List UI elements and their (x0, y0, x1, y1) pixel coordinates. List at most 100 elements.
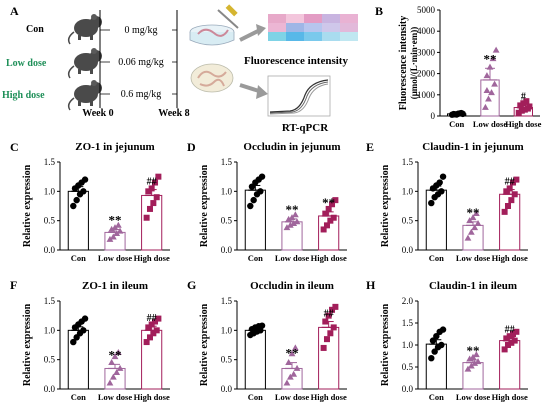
data-point (438, 341, 445, 349)
data-point (501, 346, 508, 353)
y-tick-label: 0.5 (402, 362, 414, 372)
x-tick-label: Low dose (98, 392, 132, 402)
data-point (329, 306, 336, 313)
y-tick-label: 0.5 (221, 216, 233, 226)
data-point (143, 214, 150, 221)
data-point (330, 324, 337, 331)
y-tick-label: 0.0 (221, 384, 233, 394)
data-point (504, 342, 511, 348)
data-point (109, 233, 117, 240)
data-point (433, 333, 440, 340)
x-tick-label: Low dose (98, 253, 132, 263)
data-point (517, 102, 524, 109)
group-label-high: High dose (2, 90, 45, 101)
data-point (513, 176, 520, 183)
data-point (332, 303, 339, 310)
data-point (320, 344, 327, 351)
panel-letter: A (10, 4, 19, 18)
data-point (150, 330, 157, 337)
heatmap-cell (304, 32, 322, 41)
y-tick-label: 2.0 (402, 296, 414, 306)
chart-panel-e: E Claudin-1 in jejunum 0.0 0.5 1.0 1.5 Relativ… (366, 140, 528, 263)
y-tick-label: 4000 (417, 26, 436, 36)
data-point (506, 185, 513, 192)
data-point (483, 86, 491, 93)
dose-con: 0 mg/kg (124, 25, 157, 36)
y-axis-label: Relative expression (199, 164, 210, 247)
significance-label: ## (505, 177, 515, 188)
heatmap-cell (340, 23, 358, 32)
data-point (322, 318, 329, 325)
data-point (146, 205, 153, 212)
data-point (143, 339, 150, 346)
x-tick-label: High dose (311, 253, 347, 263)
panel-letter: H (366, 278, 376, 292)
data-point (106, 235, 114, 242)
data-point (429, 337, 437, 344)
heatmap-cell (322, 32, 340, 41)
data-point (503, 188, 510, 195)
y-tick-label: 0 (431, 111, 436, 121)
data-point (510, 179, 517, 186)
tissue-dish-icon (189, 4, 239, 46)
data-point (325, 205, 332, 212)
data-point (111, 353, 119, 360)
fluorescence-label: Fluorescence intensity (244, 55, 348, 67)
data-point (439, 326, 447, 333)
data-point (329, 201, 336, 208)
data-point (285, 215, 293, 222)
panel-letter: G (187, 278, 196, 292)
y-tick-label: 0.0 (402, 245, 414, 255)
data-point (80, 188, 87, 195)
significance-label: ## (147, 313, 157, 324)
data-point (152, 179, 159, 186)
data-point (513, 328, 520, 335)
x-tick-label: Low dose (275, 253, 309, 263)
data-point (290, 370, 298, 377)
heatmap-cell (286, 14, 304, 23)
data-point (474, 358, 482, 365)
y-tick-label: 0.0 (44, 384, 56, 394)
data-point (332, 197, 339, 204)
x-tick-label: Con (71, 253, 86, 263)
y-axis-label: Relative expression (199, 303, 210, 386)
data-point (247, 202, 254, 210)
y-axis-label: (μmol/(L·min·em)) (409, 27, 419, 100)
significance-label: ## (147, 177, 157, 188)
data-point (155, 173, 162, 180)
data-point (285, 359, 293, 365)
chart-panel-g: G Occludin in ileum 0.0 0.5 1.0 1.5 Relative e… (187, 278, 347, 402)
data-point (464, 365, 472, 372)
data-point (153, 194, 160, 201)
chart-panel-d: D Occludin in jejunum 0.0 0.5 1.0 1.5 Relative… (187, 140, 347, 263)
data-point (428, 355, 435, 362)
data-point (291, 344, 299, 351)
arrow-icon (239, 24, 266, 42)
data-point (81, 176, 89, 183)
data-point (511, 191, 518, 198)
y-tick-label: 1000 (417, 90, 436, 100)
data-point (146, 334, 153, 341)
data-point (431, 348, 438, 355)
data-point (428, 199, 435, 207)
data-point (483, 72, 491, 79)
y-tick-label: 5000 (417, 5, 436, 15)
chart-title: Occludin in jejunum (243, 141, 340, 153)
heatmap-cell (268, 23, 286, 32)
x-tick-label: Low dose (275, 392, 309, 402)
group-label-low: Low dose (6, 58, 47, 69)
data-point (330, 214, 337, 221)
week-start-label: Week 0 (82, 108, 113, 119)
data-point (518, 107, 525, 114)
x-tick-label: Con (248, 253, 263, 263)
y-tick-label: 0.5 (44, 355, 56, 365)
y-tick-label: 0.0 (44, 245, 56, 255)
data-point (113, 368, 121, 375)
data-point (155, 315, 162, 322)
data-point (257, 188, 264, 195)
x-tick-label: High dose (134, 253, 170, 263)
data-point (286, 221, 294, 228)
data-point (472, 351, 480, 358)
panel-letter: B (375, 4, 383, 18)
